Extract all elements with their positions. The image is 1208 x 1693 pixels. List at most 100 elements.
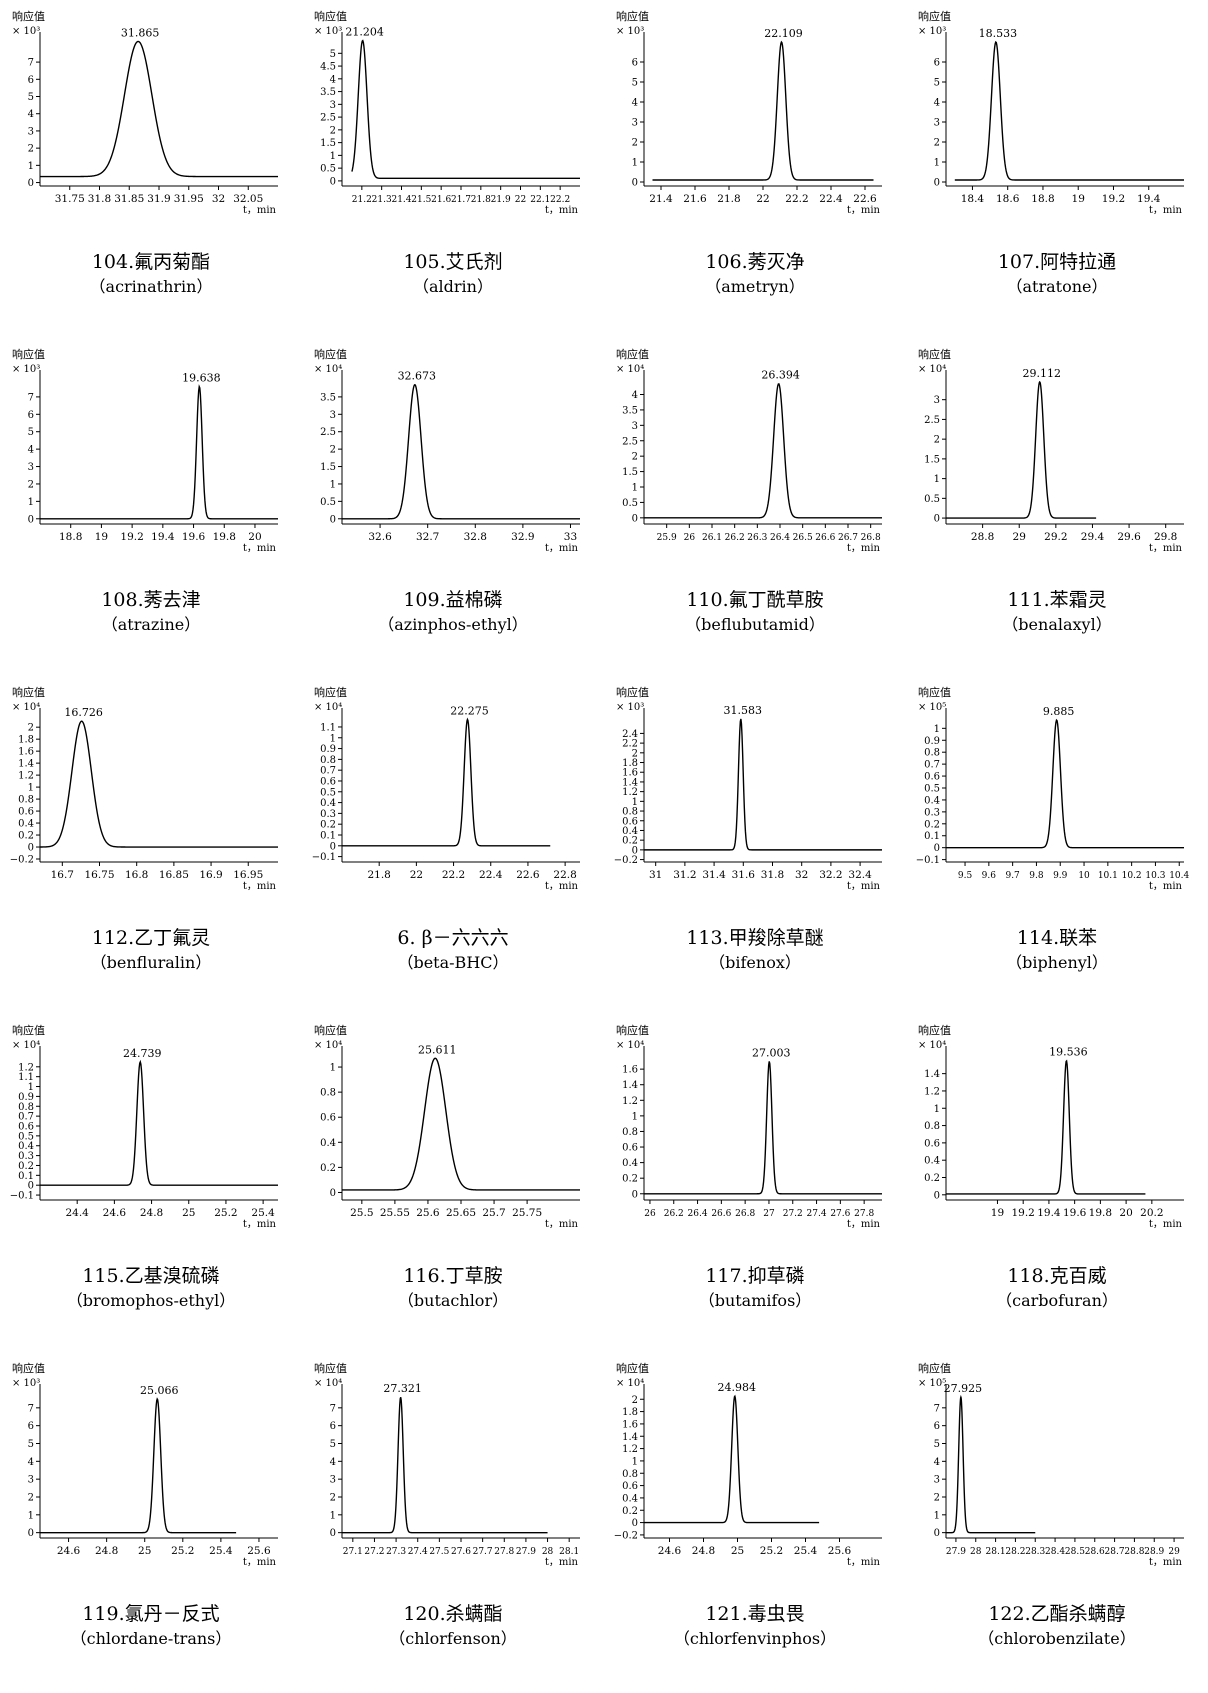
x-tick-label: 21.4 bbox=[649, 193, 673, 205]
y-tick-label: 0.7 bbox=[320, 766, 336, 777]
chromatogram-svg: 响应值 × 10³ 0 1 2 3 4 5 6 7 18.8 19 19.2 19.4 19.6 19.8 20… bbox=[12, 347, 278, 554]
x-tick-label: 32.7 bbox=[416, 531, 439, 543]
x-tick-label: 18.4 bbox=[961, 193, 985, 205]
x-axis-unit: t，min bbox=[847, 1557, 881, 1568]
y-tick-label: 2 bbox=[28, 479, 34, 490]
y-tick-label: 3.5 bbox=[320, 392, 336, 403]
x-tick-label: 9.5 bbox=[958, 871, 973, 881]
y-tick-label: 0.3 bbox=[320, 809, 336, 820]
x-tick-label: 28.8 bbox=[971, 531, 994, 543]
compound-name-zh: 116.丁草胺 bbox=[403, 1265, 503, 1287]
y-tick-label: 0.1 bbox=[924, 831, 940, 842]
x-tick-label: 27.8 bbox=[854, 1209, 874, 1219]
chart-panel-c122: 响应值 × 10⁵ 0 1 2 3 4 5 6 7 27.9 28 28.1 28.2 28.3 28.4 28… bbox=[906, 1352, 1208, 1690]
y-tick-label: 1 bbox=[632, 483, 638, 494]
x-tick-label: 21.5 bbox=[411, 195, 431, 205]
x-tick-label: 19.6 bbox=[1063, 1207, 1087, 1219]
chromatogram-svg: 响应值 × 10⁴ 0 0.5 1 1.5 2 2.5 3 28.8 29 29.2 29.4 29.6 2… bbox=[918, 347, 1184, 554]
x-tick-label: 27 bbox=[763, 1209, 775, 1219]
x-tick-label: 22.8 bbox=[553, 869, 576, 881]
y-tick-label: 1 bbox=[330, 1063, 336, 1074]
x-axis-unit: t，min bbox=[545, 881, 579, 892]
y-tick-label: 1.6 bbox=[18, 747, 34, 758]
x-tick-label: 25.9 bbox=[657, 533, 677, 543]
compound-name-en: （atratone） bbox=[1006, 277, 1108, 296]
y-tick-label: 1.8 bbox=[622, 1407, 638, 1418]
x-axis-unit: t，min bbox=[847, 881, 881, 892]
y-tick-label: 1.1 bbox=[320, 722, 336, 733]
y-scale-label: × 10⁴ bbox=[314, 364, 342, 375]
chart-panel-c117: 响应值 × 10⁴ 0 0.2 0.4 0.6 0.8 1 1.2 1.4 1.6 26 26.2 26.… bbox=[604, 1014, 906, 1352]
chromatogram-svg: 响应值 × 10⁴ −0.100.10.20.30.40.50.60.70.80.9… bbox=[10, 1023, 278, 1230]
y-tick-label: 3 bbox=[934, 1475, 940, 1486]
x-tick-label: 29.2 bbox=[1044, 531, 1067, 543]
x-tick-label: 21.8 bbox=[367, 869, 390, 881]
y-tick-label: 2 bbox=[632, 748, 638, 759]
y-tick-label: −0.1 bbox=[916, 855, 940, 866]
y-tick-label: 0.3 bbox=[18, 1151, 34, 1162]
x-tick-label: 25.2 bbox=[760, 1545, 783, 1557]
chromatogram-trace bbox=[40, 1059, 278, 1186]
y-tick-label: 6 bbox=[330, 1421, 336, 1432]
y-tick-label: −0.2 bbox=[614, 1530, 638, 1541]
y-axis-label: 响应值 bbox=[616, 9, 649, 23]
y-axis-label: 响应值 bbox=[314, 685, 347, 699]
x-tick-label: 28.4 bbox=[1045, 1547, 1065, 1557]
y-scale-label: × 10⁴ bbox=[918, 364, 946, 375]
chromatogram-svg: 响应值 × 10⁵ −0.100.10.20.30.40.50.60.70.80.9… bbox=[916, 685, 1190, 892]
compound-name-zh: 104.氟丙菊酯 bbox=[91, 251, 211, 273]
y-tick-label: 0.9 bbox=[924, 736, 940, 747]
x-tick-label: 25.4 bbox=[209, 1545, 233, 1557]
x-tick-label: 26.8 bbox=[735, 1209, 755, 1219]
compound-name-en: （aldrin） bbox=[413, 277, 493, 296]
y-tick-label: 4 bbox=[330, 1457, 336, 1468]
x-tick-label: 29.6 bbox=[1117, 531, 1141, 543]
chromatogram-trace bbox=[40, 384, 278, 520]
chromatogram-trace bbox=[342, 1396, 548, 1534]
peak-retention-label: 24.739 bbox=[123, 1047, 162, 1060]
x-tick-label: 31 bbox=[649, 869, 662, 881]
chart-panel-c108: 响应值 × 10³ 0 1 2 3 4 5 6 7 18.8 19 19.2 19.4 19.6 19.8 20… bbox=[0, 338, 302, 676]
compound-name-zh: 122.乙酯杀螨醇 bbox=[988, 1603, 1126, 1625]
chromatogram-svg: 响应值 × 10⁴ 0 0.5 1 1.5 2 2.5 3 3.5 32.6 32.7 32.8 32.9… bbox=[314, 347, 580, 554]
chromatogram-trace bbox=[40, 720, 278, 848]
chromatogram-trace bbox=[40, 40, 278, 178]
y-tick-label: 5 bbox=[632, 78, 638, 89]
x-tick-label: 22.2 bbox=[785, 193, 808, 205]
y-axis-label: 响应值 bbox=[12, 1361, 45, 1375]
y-tick-label: 0.4 bbox=[18, 1141, 34, 1152]
x-tick-label: 26.7 bbox=[838, 533, 858, 543]
y-tick-label: 5 bbox=[934, 78, 940, 89]
chart-panel-c114: 响应值 × 10⁵ −0.1 0 0.1 0.2 0.3 0.4 0.5 0.6 0.7 0.8 0.9… bbox=[906, 676, 1208, 1014]
y-tick-label: 4 bbox=[934, 1457, 940, 1468]
y-tick-label: 3 bbox=[330, 410, 336, 421]
y-tick-label: 0 bbox=[28, 178, 34, 189]
y-tick-label: 1.6 bbox=[622, 1419, 638, 1430]
x-tick-label: 27.6 bbox=[830, 1209, 850, 1219]
x-tick-label: 21.2 bbox=[352, 195, 372, 205]
y-axis-label: 响应值 bbox=[918, 347, 951, 361]
y-tick-label: 1.6 bbox=[622, 768, 638, 779]
y-tick-label: 0.2 bbox=[622, 836, 638, 847]
y-tick-label: 0.6 bbox=[924, 772, 940, 783]
y-tick-label: 5 bbox=[28, 92, 34, 103]
y-tick-label: 1.2 bbox=[622, 1444, 638, 1455]
x-axis-unit: t，min bbox=[545, 1219, 579, 1230]
x-tick-label: 26.4 bbox=[770, 533, 790, 543]
x-tick-label: 28.6 bbox=[1085, 1547, 1105, 1557]
y-tick-label: 0.5 bbox=[320, 787, 336, 798]
y-tick-label: 1.4 bbox=[18, 759, 34, 770]
y-tick-label: 2 bbox=[330, 125, 336, 136]
y-tick-label: 7 bbox=[28, 392, 34, 403]
x-tick-label: 31.8 bbox=[761, 869, 784, 881]
y-tick-label: 1.4 bbox=[924, 1069, 940, 1080]
compound-name-zh: 112.乙丁氟灵 bbox=[91, 927, 211, 949]
x-tick-label: 28.5 bbox=[1065, 1547, 1085, 1557]
x-axis-unit: t，min bbox=[545, 543, 579, 554]
y-axis-label: 响应值 bbox=[918, 685, 951, 699]
compound-name-zh: 115.乙基溴硫磷 bbox=[82, 1265, 220, 1287]
x-tick-label: 27.1 bbox=[343, 1547, 363, 1557]
